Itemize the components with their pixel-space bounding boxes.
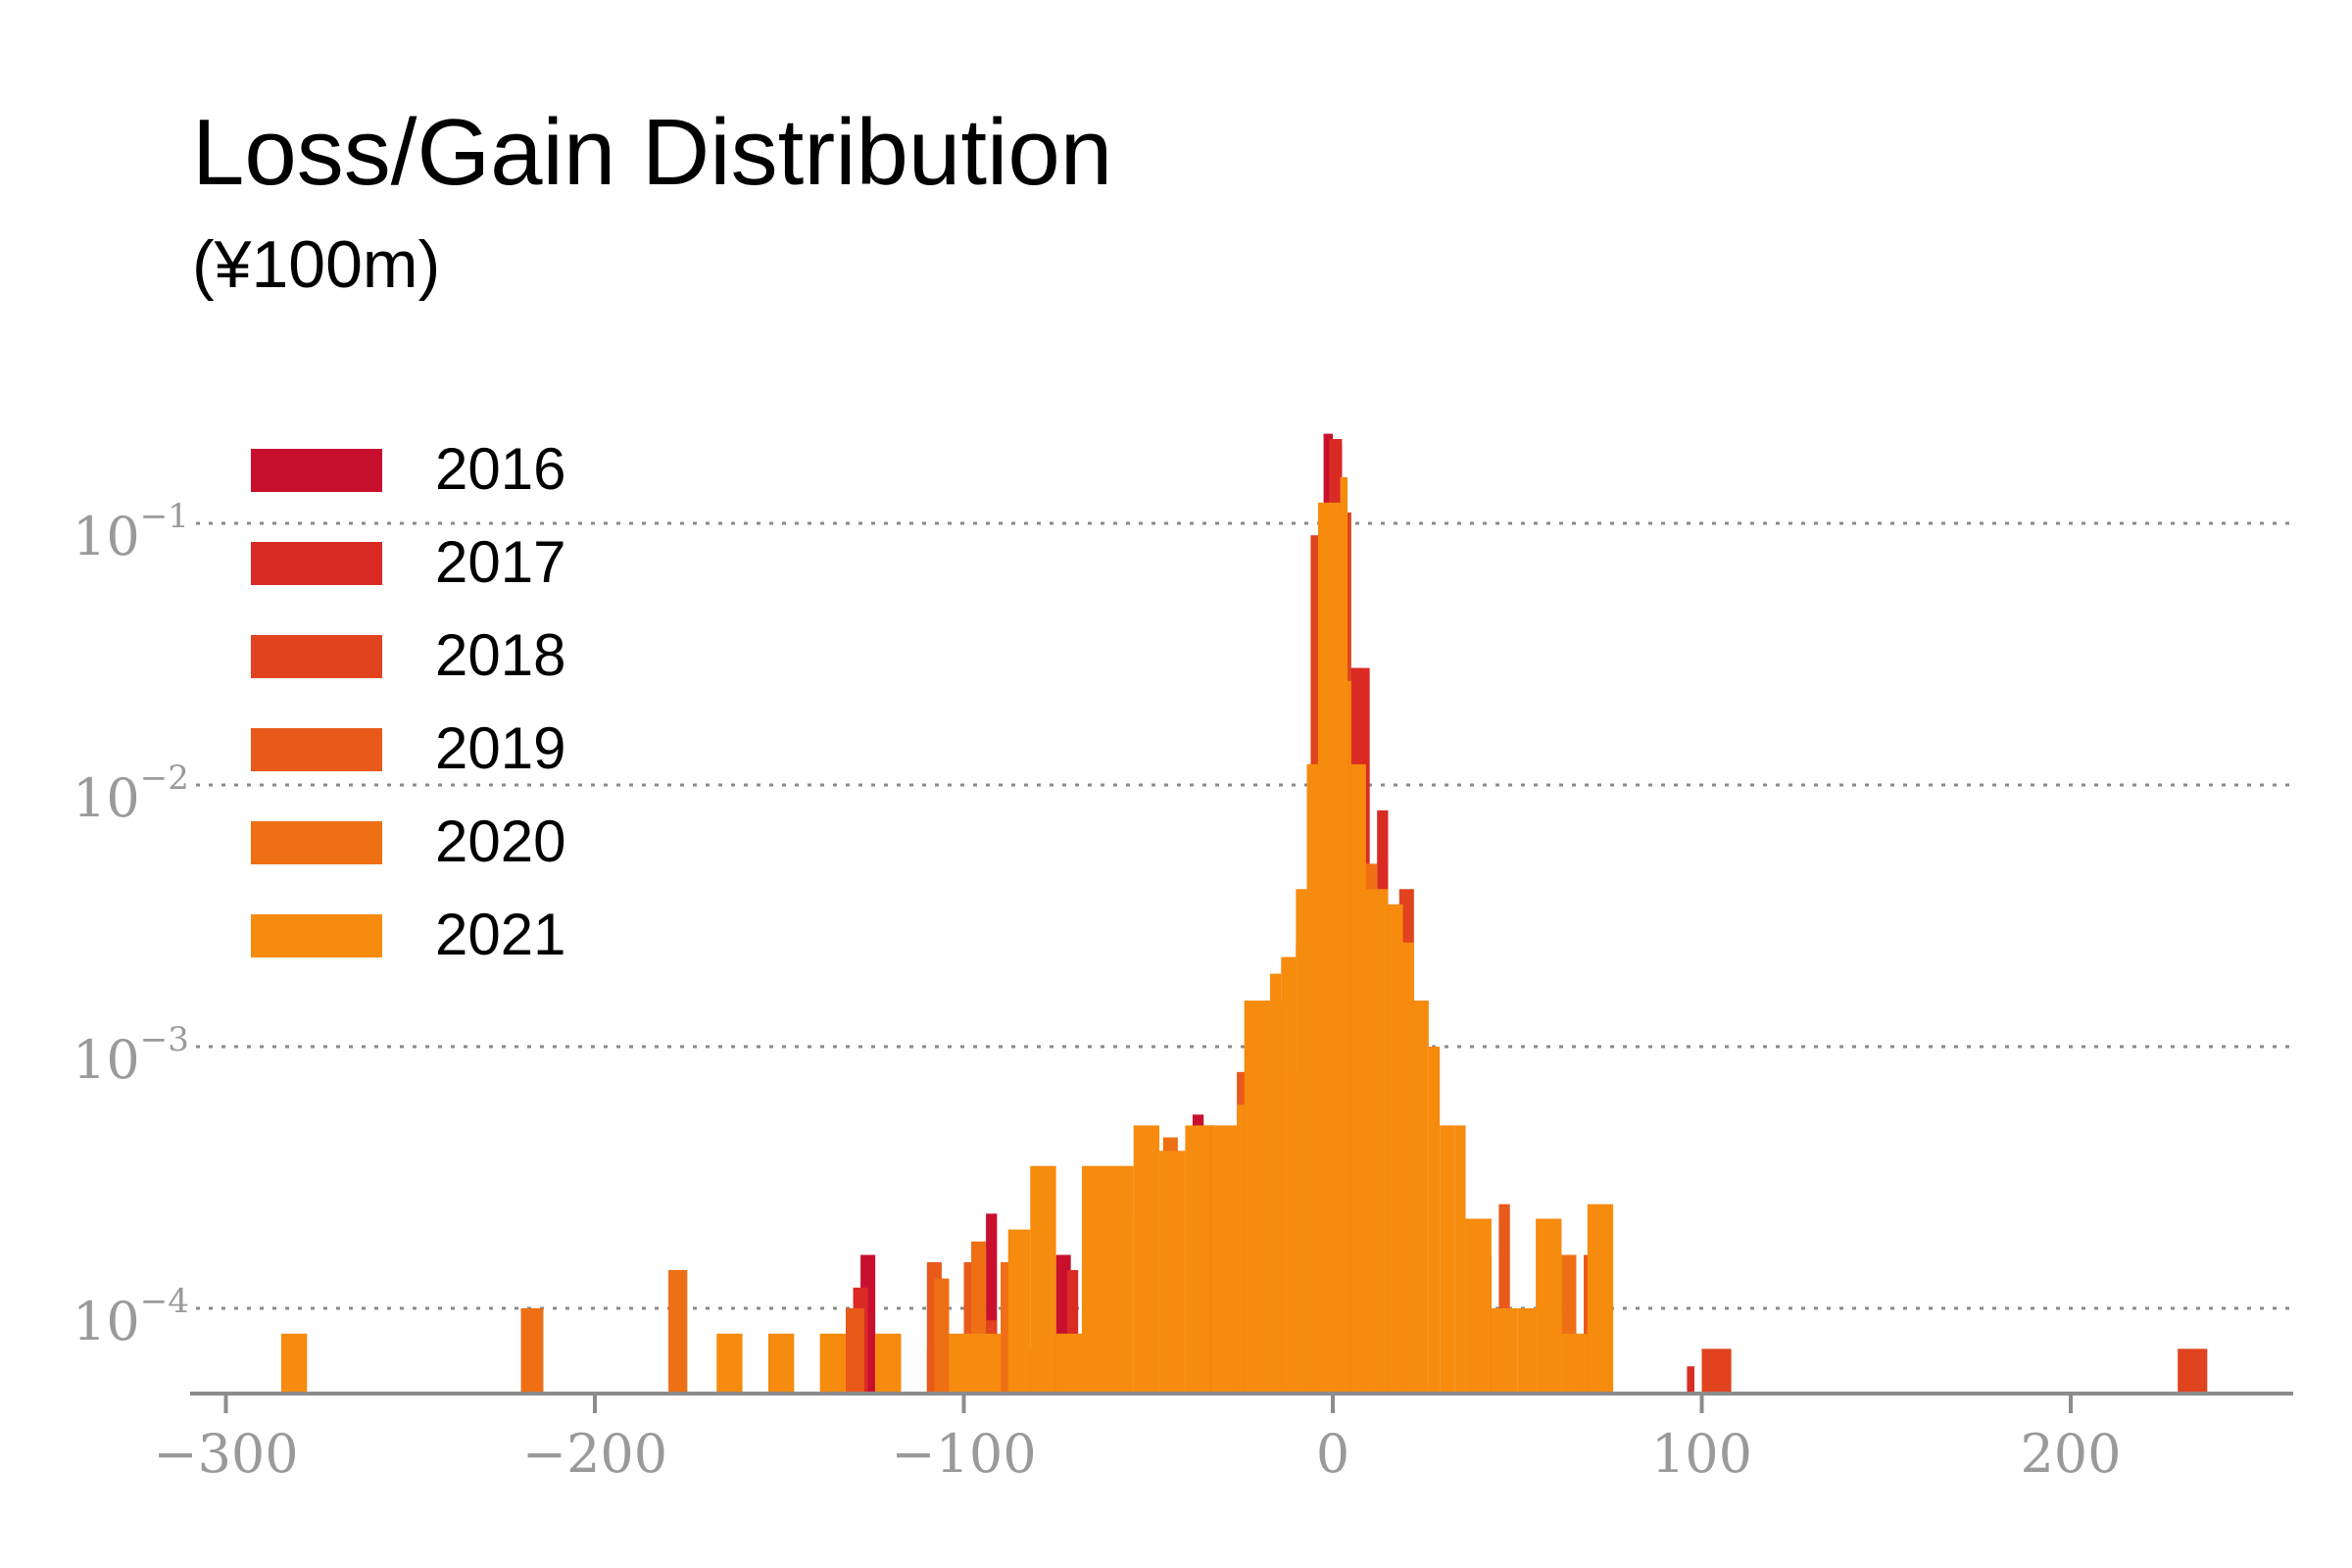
histogram-bar: [1498, 1203, 1510, 1394]
histogram-bar: [1081, 1165, 1134, 1394]
histogram-bar: [1317, 502, 1341, 1394]
y-axis-labels: 10−1 10−2 10−3 10−4: [73, 497, 189, 1352]
histogram-bar: [875, 1333, 902, 1394]
histogram-bar: [1454, 1125, 1466, 1394]
histogram-bars: [280, 433, 2208, 1395]
histogram-bar: [1576, 1333, 1588, 1394]
histogram-bar: [1281, 956, 1297, 1394]
histogram-bar: [1587, 1203, 1614, 1394]
legend-swatch: [251, 821, 382, 864]
series-2021: [280, 476, 1614, 1395]
histogram-bar: [1007, 1229, 1031, 1394]
histogram-bar: [1701, 1348, 1732, 1394]
x-tick-label: −300: [153, 1423, 298, 1485]
legend-label: 2018: [435, 622, 565, 688]
histogram-bar: [1687, 1366, 1694, 1394]
histogram-bar: [1244, 1000, 1270, 1394]
histogram-bar: [1030, 1165, 1056, 1394]
legend-label: 2019: [435, 715, 565, 781]
histogram-bar: [2178, 1348, 2208, 1394]
histogram-bar: [1133, 1125, 1160, 1394]
histogram-bar: [1055, 1333, 1082, 1394]
histogram-bar: [1561, 1333, 1577, 1394]
legend-swatch: [251, 914, 382, 957]
x-tick-label: −100: [891, 1423, 1036, 1485]
legend-swatch: [251, 542, 382, 585]
histogram-bar: [1306, 763, 1318, 1394]
histogram-bar: [1066, 1269, 1079, 1394]
histogram-bar: [1517, 1308, 1537, 1394]
histogram-bar: [1365, 889, 1378, 1394]
legend-label: 2017: [435, 529, 565, 595]
histogram-bar: [1388, 904, 1403, 1394]
histogram-bar: [934, 1278, 950, 1394]
histogram-bar: [1413, 1000, 1429, 1394]
legend-swatch: [251, 449, 382, 492]
legend-label: 2016: [435, 436, 565, 502]
histogram-bar: [1269, 973, 1282, 1394]
histogram-bar: [520, 1308, 544, 1394]
chart-subtitle: (¥100m): [192, 227, 440, 302]
x-tick-label: −200: [522, 1423, 667, 1485]
histogram-bar: [1185, 1125, 1211, 1394]
legend-swatch: [251, 728, 382, 771]
histogram-bar: [986, 1213, 998, 1394]
histogram-bar: [1159, 1151, 1186, 1394]
x-tick-label: 200: [2020, 1423, 2121, 1485]
legend-label: 2021: [435, 902, 565, 967]
legend-label: 2020: [435, 808, 565, 874]
histogram-bar: [668, 1269, 688, 1394]
x-axis: −300 −200 −100 0 100 200: [153, 1392, 2293, 1485]
histogram-bar: [280, 1333, 308, 1394]
histogram-bar: [1402, 942, 1414, 1394]
histogram-bar: [1296, 889, 1307, 1394]
x-tick-label: 100: [1651, 1423, 1752, 1485]
histogram-bar: [1377, 889, 1389, 1394]
y-tick-label: 10−1: [73, 497, 189, 567]
legend-swatch: [251, 635, 382, 678]
histogram-bar: [1491, 1308, 1518, 1394]
histogram-bar: [1340, 476, 1348, 1395]
legend: 2016 2017 2018 2019 2020 2021: [251, 436, 565, 967]
y-tick-label: 10−3: [73, 1020, 189, 1091]
histogram-bar: [1348, 680, 1351, 1394]
x-tick-label: 0: [1316, 1423, 1349, 1485]
histogram-bar: [716, 1333, 743, 1394]
histogram-bar: [819, 1333, 847, 1394]
histogram-bar: [1350, 763, 1366, 1394]
histogram-bar: [1536, 1218, 1562, 1394]
histogram-bar: [1440, 1125, 1455, 1394]
y-tick-label: 10−4: [73, 1282, 189, 1352]
histogram-bar: [1237, 1104, 1245, 1394]
histogram-bar: [949, 1333, 1002, 1394]
histogram-bar: [846, 1308, 864, 1394]
chart-title: Loss/Gain Distribution: [192, 100, 1112, 205]
histogram-bar: [767, 1333, 795, 1394]
histogram-bar: [1465, 1218, 1492, 1394]
histogram-bar: [1428, 1047, 1441, 1394]
y-tick-label: 10−2: [73, 759, 189, 829]
histogram-bar: [1210, 1125, 1238, 1394]
